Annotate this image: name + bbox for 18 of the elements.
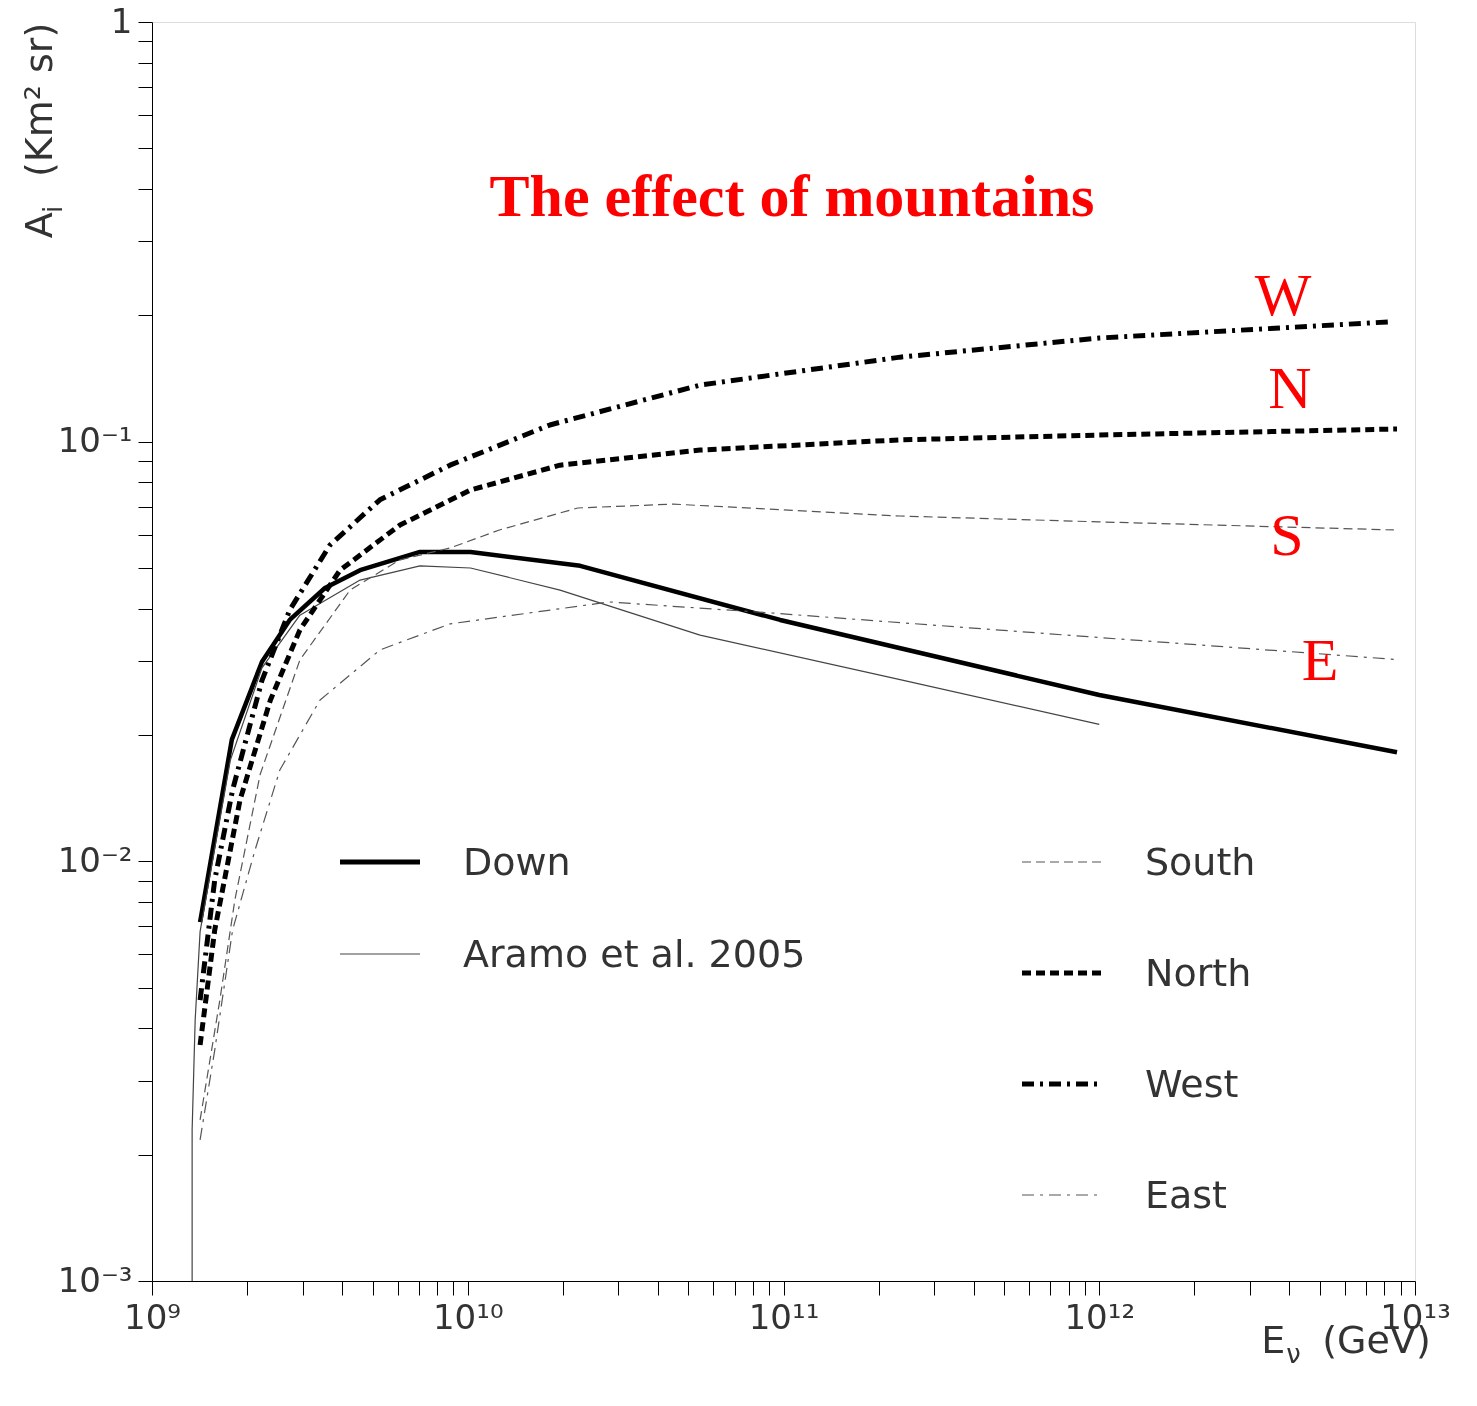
annotation: S: [1270, 502, 1304, 568]
x-tick-label: 10¹²: [1064, 1296, 1136, 1337]
y-tick-label: 10⁻¹: [57, 420, 133, 461]
y-tick-label: 10⁻²: [57, 839, 133, 880]
legend-label: East: [1145, 1173, 1227, 1217]
legend-label: North: [1145, 951, 1252, 995]
text: The effect of mountains: [489, 163, 1095, 229]
legend-label: Aramo et al. 2005: [463, 932, 806, 976]
y-axis-title: Ai (Km² sr): [17, 22, 68, 239]
y-tick-label: 1: [110, 0, 133, 41]
legend-label: South: [1145, 840, 1256, 884]
x-tick-label: 10¹⁰: [432, 1296, 504, 1337]
legend-label: West: [1145, 1062, 1239, 1106]
x-tick-label: 10¹¹: [748, 1296, 820, 1337]
annotation: E: [1301, 627, 1339, 693]
annotation: N: [1268, 355, 1312, 421]
annotation: W: [1254, 262, 1312, 328]
legend-label: Down: [463, 840, 571, 884]
